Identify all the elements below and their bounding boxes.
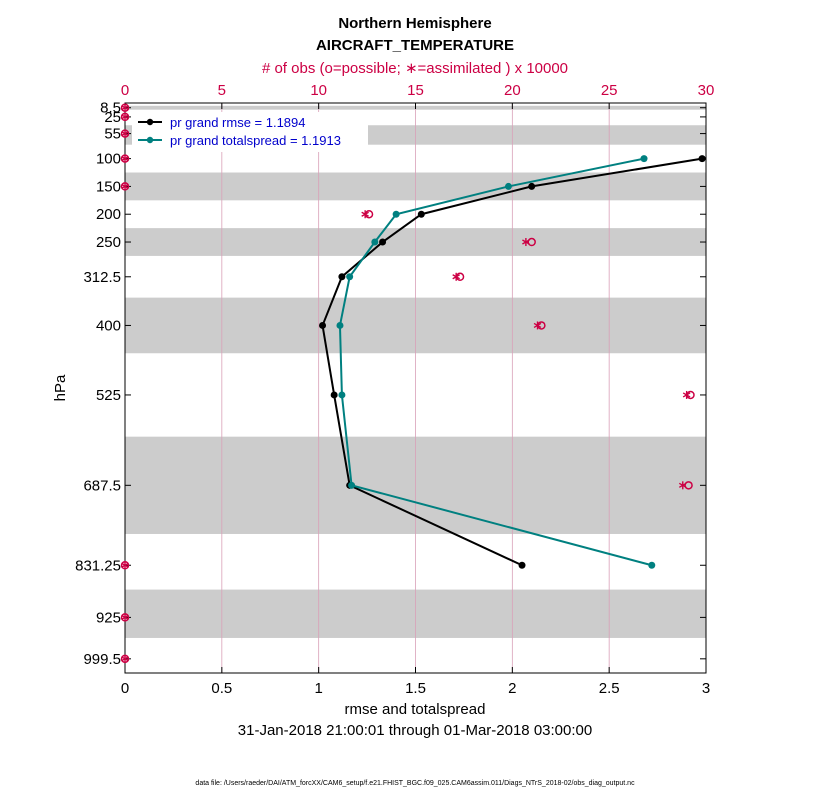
footer-data-file: data file: /Users/raeder/DAI/ATM_forcXX/… (195, 780, 635, 787)
obs-assimilated-marker-0 (121, 103, 129, 112)
y-tick-label-3: 100 (96, 151, 121, 168)
obs-assimilated-stroke-5-2 (361, 211, 369, 217)
chart-title: Northern Hemisphere (338, 15, 491, 32)
obs-assimilated-marker-5 (361, 210, 369, 219)
series-1-point-7 (348, 481, 356, 489)
obs-assimilated-marker-2 (121, 129, 129, 138)
top-tick-label-1: 5 (218, 82, 226, 99)
obs-assimilated-stroke-2-2 (121, 130, 129, 137)
obs-assimilated-stroke-6-2 (522, 239, 530, 245)
top-tick-label-6: 30 (698, 82, 715, 99)
obs-assimilated-stroke-1-2 (121, 114, 129, 120)
obs-possible-marker-5 (364, 209, 374, 219)
series-1-point-3 (371, 238, 379, 246)
top-tick-label-5: 25 (601, 82, 618, 99)
top-tick-label-2: 10 (310, 82, 327, 99)
top-axis-label: # of obs (o=possible; ∗=assimilated ) x … (262, 60, 568, 77)
obs-markers (120, 103, 695, 664)
top-tick-label-0: 0 (121, 82, 129, 99)
x-tick-label-5: 2.5 (599, 680, 620, 697)
series-0-point-8 (518, 561, 526, 569)
series-0-point-5 (319, 321, 327, 329)
series-1-point-5 (336, 321, 344, 329)
obs-possible-marker-9 (686, 390, 695, 400)
top-tick-label-3: 15 (407, 82, 424, 99)
x-tick-label-2: 1 (314, 680, 322, 697)
y-tick-label-1: 25 (104, 109, 121, 126)
top-axis-ticks: 0 5 10 15 20 25 30 (121, 82, 715, 109)
legend-label-spread: pr grand totalspread = 1.1913 (170, 133, 341, 148)
x-tick-label-1: 0.5 (211, 680, 232, 697)
y-tick-label-5: 200 (96, 206, 121, 223)
obs-assimilated-stroke-3-2 (121, 156, 129, 162)
obs-assimilated-stroke-11-2 (121, 562, 129, 568)
y-tick-label-12: 925 (96, 609, 121, 626)
obs-assimilated-marker-13 (121, 654, 129, 663)
series-0-point-2 (417, 210, 425, 218)
y-tick-label-7: 312.5 (83, 269, 121, 286)
series-0-point-1 (528, 182, 536, 190)
obs-assimilated-stroke-8-2 (533, 322, 542, 329)
x-axis-ticks: 0 0.5 1 1.5 2 2.5 3 (121, 667, 710, 697)
series-1-point-2 (392, 210, 400, 218)
y-tick-label-0: 8.5 (100, 100, 121, 117)
legend-marker-spread (146, 136, 154, 144)
grid-lines (221, 103, 610, 673)
legend-label-rmse: pr grand rmse = 1.1894 (170, 115, 306, 130)
chart-subtitle: AIRCRAFT_TEMPERATURE (316, 37, 514, 54)
date-range: 31-Jan-2018 21:00:01 through 01-Mar-2018… (238, 722, 592, 739)
x-tick-label-0: 0 (121, 680, 129, 697)
series-0-point-3 (379, 238, 387, 246)
obs-assimilated-marker-4 (121, 182, 129, 191)
y-tick-label-6: 250 (96, 234, 121, 251)
obs-assimilated-stroke-12-2 (121, 614, 129, 620)
obs-possible-marker-10 (684, 481, 693, 490)
series-1-point-8 (648, 561, 656, 569)
y-tick-label-13: 999.5 (83, 651, 121, 668)
y-tick-label-9: 525 (96, 387, 121, 404)
series-lines (319, 155, 706, 569)
x-tick-label-6: 3 (702, 680, 710, 697)
legend: pr grand rmse = 1.1894 pr grand totalspr… (132, 112, 368, 152)
obs-possible-marker-7 (455, 272, 465, 282)
obs-assimilated-marker-10 (678, 481, 687, 490)
y-tick-label-4: 150 (96, 178, 121, 195)
obs-assimilated-marker-3 (121, 154, 129, 163)
obs-assimilated-stroke-10-2 (678, 482, 687, 488)
obs-assimilated-marker-7 (452, 272, 460, 281)
series-0-point-0 (698, 155, 706, 163)
obs-possible-marker-6 (527, 237, 536, 247)
y-tick-label-11: 831.25 (75, 557, 121, 574)
obs-assimilated-marker-8 (533, 321, 542, 330)
obs-assimilated-marker-9 (682, 390, 691, 399)
obs-assimilated-marker-11 (121, 561, 129, 570)
y-tick-label-8: 400 (96, 317, 121, 334)
obs-assimilated-marker-6 (522, 238, 530, 247)
obs-assimilated-marker-1 (121, 112, 129, 121)
series-1-point-6 (338, 391, 346, 399)
obs-assimilated-marker-12 (121, 613, 129, 622)
legend-box (132, 112, 368, 152)
y-tick-label-10: 687.5 (83, 477, 121, 494)
series-1-point-0 (640, 155, 648, 163)
obs-assimilated-stroke-13-2 (121, 656, 129, 662)
x-tick-label-3: 1.5 (405, 680, 426, 697)
legend-marker-rmse (146, 118, 154, 126)
obs-assimilated-stroke-7-2 (452, 274, 460, 280)
obs-assimilated-stroke-4-2 (121, 183, 129, 190)
series-1-point-1 (504, 182, 512, 190)
series-1-point-4 (346, 273, 354, 281)
obs-assimilated-stroke-0-2 (121, 105, 129, 111)
y-axis-label: hPa (52, 374, 69, 401)
series-0-point-4 (338, 273, 346, 281)
series-0-point-6 (330, 391, 338, 399)
top-tick-label-4: 20 (504, 82, 521, 99)
x-tick-label-4: 2 (508, 680, 516, 697)
obs-assimilated-stroke-9-2 (682, 392, 691, 398)
x-axis-label: rmse and totalspread (345, 701, 486, 718)
y-tick-label-2: 55 (104, 126, 121, 143)
